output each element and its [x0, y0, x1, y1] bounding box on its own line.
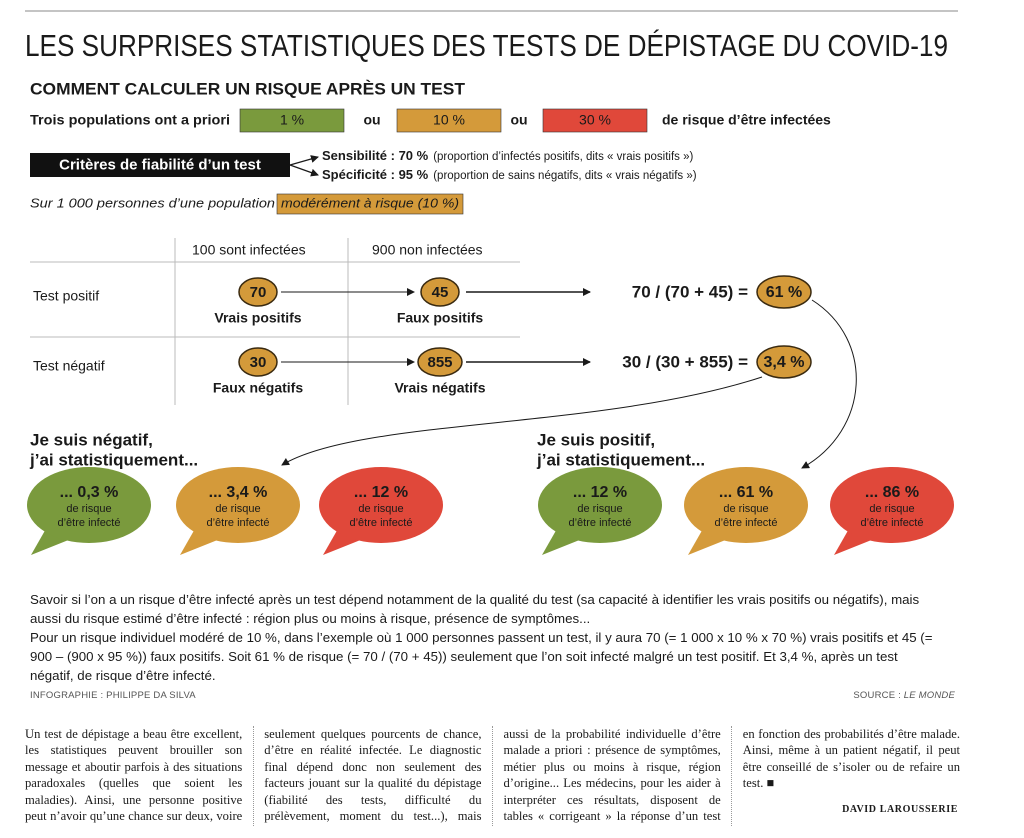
bubble-value: ... 3,4 %: [209, 484, 268, 501]
title: LES SURPRISES STATISTIQUES DES TESTS DE …: [25, 28, 948, 63]
result-value: 61 %: [766, 284, 802, 301]
example-highlight-box: [276, 193, 464, 215]
bubble-text: d’être infecté: [569, 517, 632, 529]
author: DAVID LAROUSSERIE: [834, 804, 958, 815]
article-text: Un test de dépistage a beau être excelle…: [25, 727, 960, 824]
source-label: SOURCE :: [853, 690, 901, 701]
bubble-value: ... 86 %: [865, 484, 919, 501]
result-badge: [756, 275, 812, 309]
count-badge: [420, 277, 460, 307]
outcome-heading: Je suis négatif,: [30, 430, 153, 449]
count-value: 30: [250, 354, 267, 371]
criteria-item: Spécificité : 95 % (proportion de sains n…: [322, 167, 697, 182]
criteria-item-label: Sensibilité : 70 %: [322, 148, 429, 163]
populations-outro: de risque d’être infectées: [662, 112, 831, 128]
count-label: Faux positifs: [397, 310, 484, 326]
bubble-text: de risque: [215, 503, 260, 515]
example-highlight: modérément à risque (10 %): [281, 196, 459, 210]
criteria-label: Critères de fiabilité d’un test: [59, 156, 261, 173]
bubble-value: ... 61 %: [719, 484, 773, 501]
count-label: Vrais positifs: [214, 310, 301, 326]
separator: ou: [510, 112, 527, 128]
count-badge: [238, 347, 278, 377]
example-text: Sur 1 000 personnes d’une population: [30, 196, 275, 210]
bubble-text: d’être infecté: [207, 517, 270, 529]
source-name: LE MONDE: [903, 690, 955, 701]
explanation: Savoir si l’on a un risque d’être infect…: [30, 590, 935, 685]
infographic: LES SURPRISES STATISTIQUES DES TESTS DE …: [25, 10, 958, 555]
criteria-item-label: Spécificité : 95 %: [322, 167, 429, 182]
populations-intro: Trois populations ont a priori: [30, 112, 230, 128]
speech-bubble: [684, 467, 808, 543]
risk-level-box: [239, 108, 345, 133]
curved-arrow: [801, 299, 857, 469]
bubble-text: d’être infecté: [350, 517, 413, 529]
infographic-credit: INFOGRAPHIE : PHILIPPE DA SILVA: [30, 690, 196, 701]
risk-level: 1 %: [280, 112, 304, 128]
speech-bubble: [176, 467, 300, 543]
row-label: Test positif: [33, 288, 99, 304]
criteria-arrow: [289, 164, 319, 177]
curved-arrow: [281, 376, 763, 466]
count-value: 70: [250, 284, 267, 301]
result-value: 3,4 %: [764, 354, 805, 371]
bubble-text: d’être infecté: [715, 517, 778, 529]
criteria-item: Sensibilité : 70 % (proportion d’infectés…: [322, 148, 694, 163]
count-value: 45: [432, 284, 449, 301]
speech-bubble: [830, 467, 954, 543]
count-badge: [417, 347, 463, 377]
count-badge: [238, 277, 278, 307]
risk-level-box: [542, 108, 648, 133]
speech-bubble: [27, 467, 151, 543]
column-header: 100 sont infectées: [192, 242, 306, 258]
bubble-text: de risque: [577, 503, 622, 515]
subtitle: COMMENT CALCULER UN RISQUE APRÈS UN TEST: [30, 79, 466, 98]
risk-level: 30 %: [579, 112, 611, 128]
criteria-item-detail: (proportion de sains négatifs, dits « vr…: [433, 170, 697, 182]
bubble-value: ... 12 %: [573, 484, 627, 501]
bubble-value: ... 0,3 %: [60, 484, 119, 501]
source-credit: SOURCE : LE MONDE: [853, 690, 955, 701]
bubble-value: ... 12 %: [354, 484, 408, 501]
criteria-box: [30, 153, 290, 177]
row-label: Test négatif: [33, 358, 105, 374]
bubble-text: de risque: [66, 503, 111, 515]
separator: ou: [363, 112, 380, 128]
criteria-item-detail: (proportion d’infectés positifs, dits « …: [433, 151, 693, 163]
bubble-text: de risque: [358, 503, 403, 515]
risk-level-box: [396, 108, 502, 133]
count-label: Vrais négatifs: [394, 380, 485, 396]
outcome-heading: j’ai statistiquement...: [29, 450, 198, 469]
bubble-text: d’être infecté: [861, 517, 924, 529]
bubble-text: de risque: [723, 503, 768, 515]
speech-bubble: [538, 467, 662, 543]
bubble-text: de risque: [869, 503, 914, 515]
count-value: 855: [427, 354, 452, 371]
formula: 30 / (30 + 855) =: [622, 352, 748, 371]
outcome-heading: Je suis positif,: [537, 430, 655, 449]
column-header: 900 non infectées: [372, 242, 483, 258]
result-badge: [756, 345, 812, 379]
criteria-arrow: [289, 155, 319, 166]
speech-bubble: [319, 467, 443, 543]
explanation-paragraph: Savoir si l’on a un risque d’être infect…: [30, 592, 920, 626]
bubble-text: d’être infecté: [58, 517, 121, 529]
count-label: Faux négatifs: [213, 380, 303, 396]
outcome-heading: j’ai statistiquement...: [536, 450, 705, 469]
explanation-paragraph: Pour un risque individuel modéré de 10 %…: [30, 630, 933, 683]
formula: 70 / (70 + 45) =: [632, 282, 748, 301]
risk-level: 10 %: [433, 112, 465, 128]
